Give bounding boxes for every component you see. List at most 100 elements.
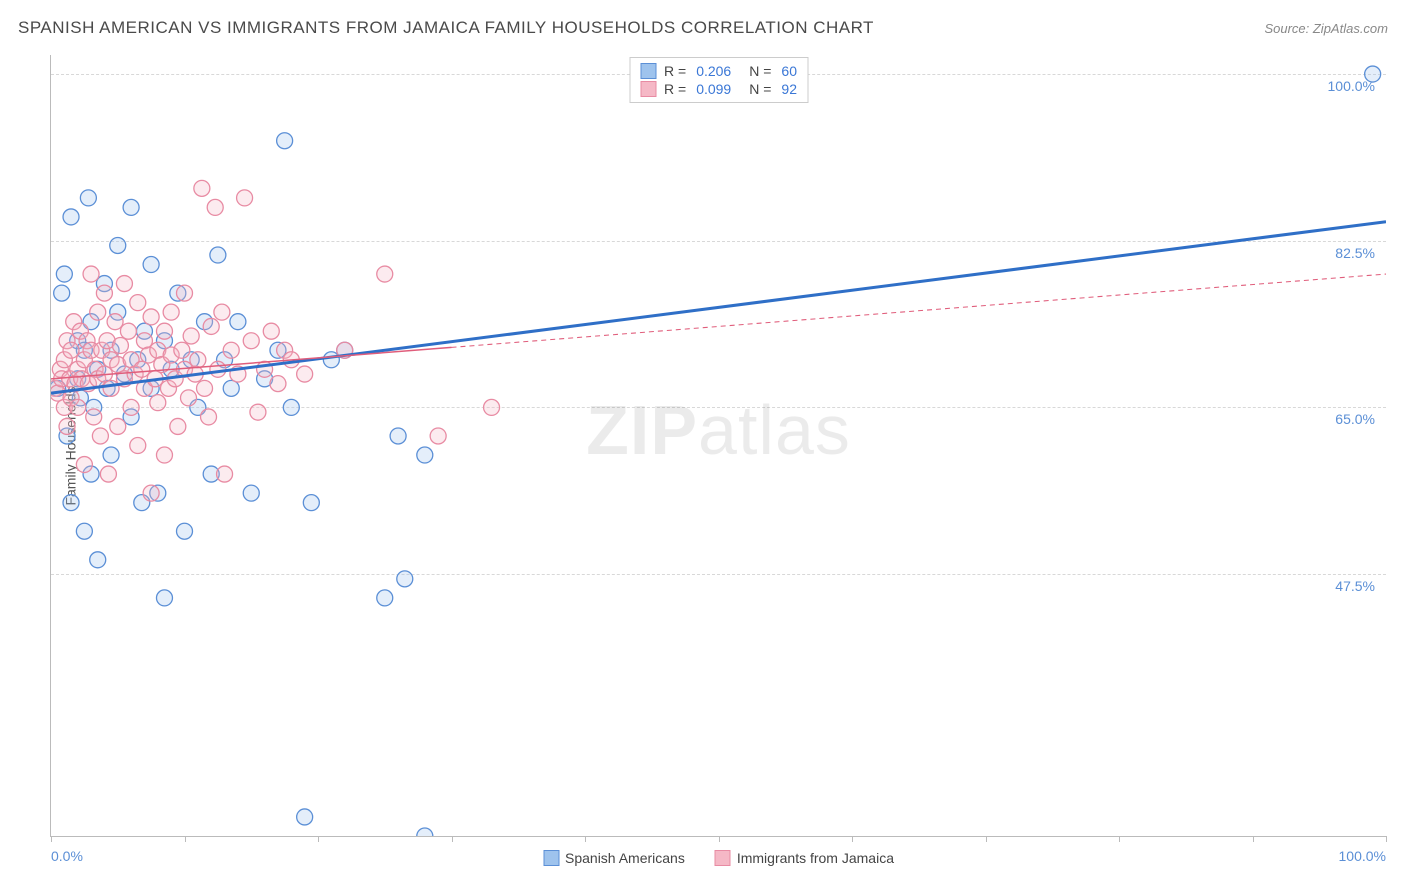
data-point — [243, 333, 259, 349]
data-point — [214, 304, 230, 320]
legend-r-label: R = — [664, 63, 686, 79]
data-point — [110, 237, 126, 253]
legend-r-label: R = — [664, 81, 686, 97]
data-point — [63, 495, 79, 511]
data-point — [136, 333, 152, 349]
x-tick — [1119, 836, 1120, 842]
data-point — [174, 342, 190, 358]
legend-n-label: N = — [749, 81, 771, 97]
data-point — [123, 399, 139, 415]
data-point — [190, 352, 206, 368]
data-point — [90, 552, 106, 568]
data-point — [207, 199, 223, 215]
data-point — [297, 366, 313, 382]
data-point — [177, 523, 193, 539]
data-point — [56, 266, 72, 282]
data-point — [100, 466, 116, 482]
data-point — [54, 285, 70, 301]
data-point — [96, 285, 112, 301]
data-point — [263, 323, 279, 339]
data-point — [103, 447, 119, 463]
data-point — [217, 466, 233, 482]
data-point — [134, 361, 150, 377]
legend-n-value: 60 — [781, 63, 797, 79]
legend-series-item: Spanish Americans — [543, 850, 685, 866]
x-axis-min-label: 0.0% — [51, 848, 83, 864]
x-axis-max-label: 100.0% — [1339, 848, 1386, 864]
data-point — [63, 342, 79, 358]
legend-stats-box: R =0.206N =60R =0.099N =92 — [629, 57, 808, 103]
data-point — [181, 390, 197, 406]
data-point — [250, 404, 266, 420]
legend-swatch — [640, 81, 656, 97]
data-point — [283, 399, 299, 415]
data-point — [170, 418, 186, 434]
data-point — [107, 314, 123, 330]
data-point — [116, 276, 132, 292]
data-point — [197, 380, 213, 396]
scatter-chart: Family Households ZIPatlas R =0.206N =60… — [50, 55, 1386, 837]
source-attribution: Source: ZipAtlas.com — [1264, 21, 1388, 36]
trend-line — [51, 222, 1386, 393]
data-point — [397, 571, 413, 587]
data-point — [377, 266, 393, 282]
data-point — [203, 318, 219, 334]
data-point — [417, 828, 433, 836]
x-tick — [185, 836, 186, 842]
x-tick — [852, 836, 853, 842]
data-point — [130, 295, 146, 311]
data-point — [194, 180, 210, 196]
data-point — [90, 304, 106, 320]
legend-stat-row: R =0.099N =92 — [640, 80, 797, 98]
x-tick — [1253, 836, 1254, 842]
x-tick — [986, 836, 987, 842]
data-point — [223, 342, 239, 358]
x-tick — [51, 836, 52, 842]
data-point — [143, 309, 159, 325]
data-point — [390, 428, 406, 444]
data-point — [143, 485, 159, 501]
legend-swatch — [640, 63, 656, 79]
x-tick — [1386, 836, 1387, 842]
data-point — [92, 428, 108, 444]
legend-swatch — [715, 850, 731, 866]
scatter-plot-svg — [51, 55, 1386, 836]
data-point — [110, 418, 126, 434]
data-point — [123, 199, 139, 215]
data-point — [210, 247, 226, 263]
data-point — [223, 380, 239, 396]
x-tick — [585, 836, 586, 842]
data-point — [297, 809, 313, 825]
data-point — [86, 409, 102, 425]
data-point — [103, 380, 119, 396]
data-point — [80, 190, 96, 206]
data-point — [377, 590, 393, 606]
data-point — [323, 352, 339, 368]
data-point — [156, 447, 172, 463]
legend-series-label: Immigrants from Jamaica — [737, 850, 894, 866]
data-point — [76, 523, 92, 539]
trend-line-dashed — [452, 274, 1387, 347]
data-point — [201, 409, 217, 425]
legend-r-value: 0.099 — [696, 81, 731, 97]
data-point — [177, 285, 193, 301]
data-point — [237, 190, 253, 206]
data-point — [83, 266, 99, 282]
data-point — [70, 399, 86, 415]
x-tick — [318, 836, 319, 842]
x-tick — [452, 836, 453, 842]
legend-series-label: Spanish Americans — [565, 850, 685, 866]
data-point — [63, 209, 79, 225]
data-point — [270, 376, 286, 392]
data-point — [112, 337, 128, 353]
legend-n-label: N = — [749, 63, 771, 79]
data-point — [1365, 66, 1381, 82]
legend-bottom: Spanish Americans Immigrants from Jamaica — [543, 850, 894, 866]
x-tick — [719, 836, 720, 842]
data-point — [230, 314, 246, 330]
data-point — [183, 328, 199, 344]
data-point — [417, 447, 433, 463]
data-point — [150, 395, 166, 411]
data-point — [156, 323, 172, 339]
legend-swatch — [543, 850, 559, 866]
